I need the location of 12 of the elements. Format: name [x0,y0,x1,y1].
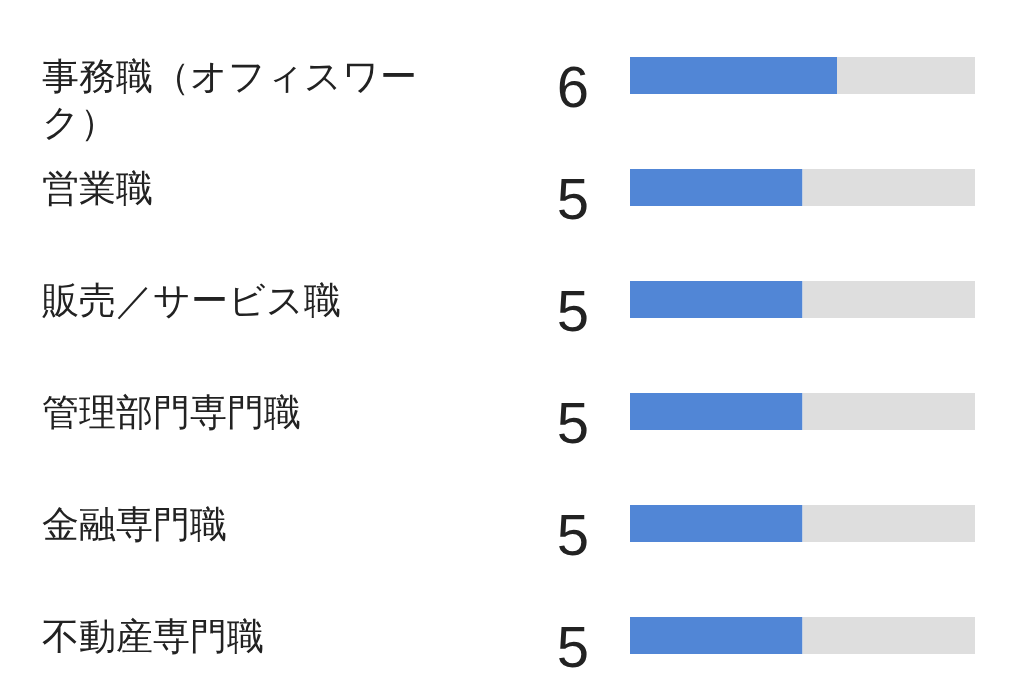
y-tick-label: 管理部門専門職 [42,391,301,433]
data-label: 5 [556,166,590,231]
data-label: 5 [556,502,590,567]
data-label: 5 [556,614,590,678]
data-label: 5 [556,278,590,343]
y-tick-label: 事務職（オフィスワーク） [42,55,417,143]
data-label: 5 [556,390,590,455]
y-tick-label: 営業職 [42,167,153,209]
y-tick-label: 金融専門職 [42,503,227,545]
y-tick-label: 不動産専門職 [42,615,264,657]
y-tick-label: 販売／サービス職 [42,279,341,321]
data-label: 6 [556,54,590,119]
